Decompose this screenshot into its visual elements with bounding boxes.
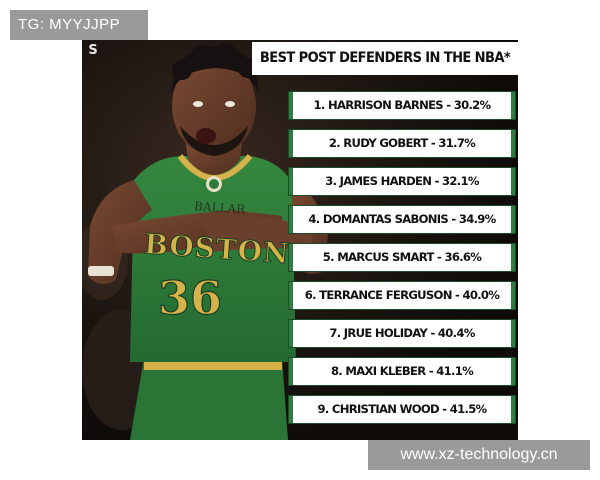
svg-text:BALLAR: BALLAR [194, 199, 247, 217]
ranking-item: 1. HARRISON BARNES - 30.2% [289, 92, 515, 119]
ranking-item-label: 4. DOMANTAS SABONIS - 34.9% [308, 212, 496, 226]
ranking-item-label: 5. MARCUS SMART - 36.6% [322, 250, 482, 264]
top-watermark: TG: MYYJJPP [10, 10, 148, 40]
ranking-item-label: 9. CHRISTIAN WOOD - 41.5% [317, 402, 488, 416]
ranking-item-label: 2. RUDY GOBERT - 31.7% [328, 136, 476, 150]
poster-image: BALLAR BOSTON 36 S BEST POST DEFENDERS I… [82, 40, 518, 440]
ranking-item: 6. TERRANCE FERGUSON - 40.0% [289, 282, 515, 309]
poster-title: BEST POST DEFENDERS IN THE NBA* [252, 42, 518, 75]
ranking-item: 3. JAMES HARDEN - 32.1% [289, 168, 515, 195]
ranking-item: 5. MARCUS SMART - 36.6% [289, 244, 515, 271]
ranking-item: 7. JRUE HOLIDAY - 40.4% [289, 320, 515, 347]
ranking-list: 1. HARRISON BARNES - 30.2% 2. RUDY GOBER… [289, 92, 515, 434]
ranking-item-label: 7. JRUE HOLIDAY - 40.4% [329, 326, 475, 340]
ranking-item-label: 6. TERRANCE FERGUSON - 40.0% [304, 288, 500, 302]
ranking-item-label: 8. MAXI KLEBER - 41.1% [331, 364, 474, 378]
ranking-item: 2. RUDY GOBERT - 31.7% [289, 130, 515, 157]
ranking-item: 9. CHRISTIAN WOOD - 41.5% [289, 396, 515, 423]
ranking-item-label: 1. HARRISON BARNES - 30.2% [313, 98, 492, 112]
bottom-watermark: www.xz-technology.cn [368, 440, 590, 470]
jersey-number: 36 [158, 271, 222, 325]
ranking-item: 4. DOMANTAS SABONIS - 34.9% [289, 206, 515, 233]
ranking-item-label: 3. JAMES HARDEN - 32.1% [325, 174, 479, 188]
ranking-item: 8. MAXI KLEBER - 41.1% [289, 358, 515, 385]
brand-logo: S [88, 43, 98, 58]
